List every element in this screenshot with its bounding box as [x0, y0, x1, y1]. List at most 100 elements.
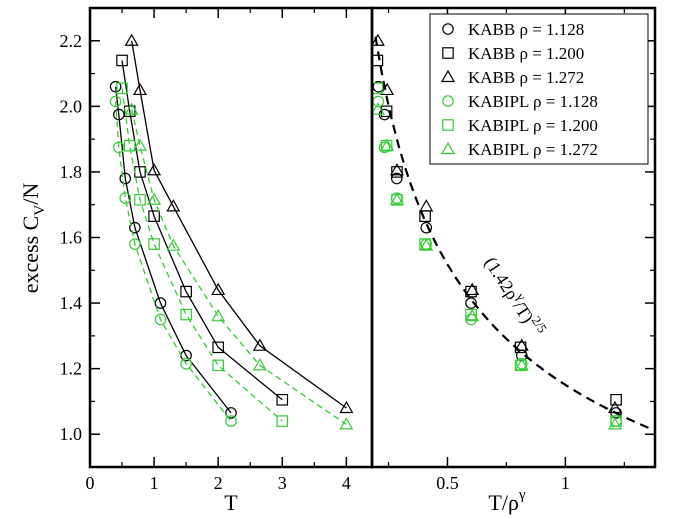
y-tick-label: 2.2 [60, 31, 83, 51]
left-point-kabipl-rho-1-128-6 [225, 415, 237, 427]
left-point-kabipl-rho-1-272-6 [339, 417, 354, 430]
right-ticks-group: 0.5 1 [387, 8, 625, 493]
y-axis-label-sub: V [32, 205, 48, 216]
left-point-kabb-rho-1-128-0 [109, 80, 122, 93]
left-point-kabb-rho-1-272-2 [147, 163, 162, 176]
left-series-line-kabipl-rho-1-272 [131, 109, 347, 425]
left-point-kabb-rho-1-128-6 [225, 407, 237, 419]
right-point-kabipl-rho-1-272-4 [465, 308, 480, 322]
legend-box [429, 13, 649, 165]
right-point-kabb-rho-1-272-3 [419, 199, 434, 212]
left-series-line-kabb-rho-1-272 [131, 40, 347, 409]
right-x-tick-label: 1 [561, 473, 570, 493]
left-point-kabb-rho-1-200-4 [180, 285, 192, 298]
right-point-kabb-rho-1-200-1 [380, 105, 393, 118]
left-series-line-kabb-rho-1-128 [114, 86, 232, 414]
left-point-kabipl-rho-1-128-3 [129, 238, 141, 250]
right-point-kabb-rho-1-272-0 [370, 33, 385, 46]
right-point-kabipl-rho-1-272-5 [514, 358, 529, 371]
right-point-kabb-rho-1-272-5 [514, 338, 529, 351]
right-point-kabipl-rho-1-272-1 [380, 138, 395, 151]
y-tick-label: 1.6 [60, 228, 83, 248]
legend-label-kabipl-rho-1-200: KABIPL ρ = 1.200 [468, 116, 598, 135]
left-point-kabipl-rho-1-200-2 [134, 193, 146, 206]
right-point-kabb-rho-1-272-6 [607, 400, 622, 414]
right-point-kabb-rho-1-128-2 [390, 172, 403, 185]
legend-marker-kabb-rho-1-200 [442, 47, 454, 59]
legend-marker-kabipl-rho-1-200 [442, 119, 454, 131]
y-axis-label-prefix: excess [18, 236, 43, 293]
right-point-kabb-rho-1-128-3 [420, 221, 433, 234]
right-x-axis-label-sup: γ [518, 487, 526, 503]
right-point-kabipl-rho-1-272-2 [389, 192, 405, 205]
right-point-kabipl-rho-1-128-1 [378, 141, 391, 154]
left-point-kabipl-rho-1-200-6 [276, 415, 289, 427]
right-plot-frame [370, 6, 657, 469]
left-x-tick-label: 0 [86, 473, 95, 493]
right-point-kabipl-rho-1-272-0 [370, 102, 385, 115]
right-point-kabb-rho-1-272-2 [389, 163, 405, 176]
left-point-kabb-rho-1-128-4 [154, 297, 167, 309]
left-point-kabipl-rho-1-200-5 [212, 359, 224, 372]
left-point-kabipl-rho-1-200-4 [180, 308, 192, 321]
right-point-kabb-rho-1-272-1 [380, 82, 395, 96]
left-point-kabipl-rho-1-272-0 [124, 102, 139, 115]
left-point-kabb-rho-1-272-0 [124, 33, 139, 46]
right-x-axis-label-main: T/ρ [488, 490, 519, 515]
y-tick-label: 1.8 [60, 162, 83, 182]
y-tick-label: 1.0 [60, 424, 83, 444]
left-x-tick-label: 1 [150, 473, 159, 493]
legend-marker-kabipl-rho-1-272 [440, 141, 456, 155]
right-point-kabb-rho-1-200-2 [391, 166, 403, 178]
y-axis-label-suffix: /N [18, 183, 43, 205]
left-point-kabipl-rho-1-272-2 [147, 192, 162, 205]
left-point-kabb-rho-1-128-2 [119, 172, 132, 185]
left-point-kabb-rho-1-200-5 [212, 341, 224, 354]
left-panel: 0 1 2 3 4 1.0 1.2 1.4 1.6 1.8 2.0 2.2 [60, 6, 655, 493]
right-series-group [370, 33, 656, 432]
legend-label-kabb-rho-1-200: KABB ρ = 1.200 [468, 44, 584, 63]
left-point-kabipl-rho-1-128-0 [109, 95, 122, 108]
left-point-kabb-rho-1-200-0 [116, 54, 128, 67]
left-point-kabb-rho-1-272-4 [211, 282, 226, 296]
left-point-kabipl-rho-1-128-4 [154, 313, 167, 326]
left-point-kabipl-rho-1-272-4 [211, 308, 226, 322]
right-x-axis-label: T/ργ [488, 487, 526, 515]
left-x-tick-label: 4 [342, 473, 351, 493]
left-point-kabipl-rho-1-272-5 [252, 358, 267, 371]
legend: KABB ρ = 1.128 KABB ρ = 1.200 KABB ρ = 1.2… [429, 13, 649, 165]
right-point-kabipl-rho-1-200-6 [610, 415, 622, 427]
legend-marker-kabipl-rho-1-128 [442, 95, 454, 107]
left-point-kabipl-rho-1-200-3 [148, 238, 160, 250]
left-x-tick-label: 2 [214, 473, 223, 493]
left-point-kabb-rho-1-200-6 [276, 393, 289, 406]
right-point-kabb-rho-1-272-4 [465, 282, 480, 296]
legend-label-kabipl-rho-1-272: KABIPL ρ = 1.272 [468, 140, 598, 159]
right-point-kabipl-rho-1-200-4 [465, 308, 477, 321]
left-point-kabipl-rho-1-272-3 [166, 238, 181, 251]
y-tick-label: 1.4 [60, 293, 83, 313]
left-x-axis-label: T [224, 490, 238, 515]
left-point-kabipl-rho-1-200-0 [116, 82, 128, 95]
left-series-group [109, 33, 354, 430]
left-point-kabb-rho-1-272-5 [252, 338, 267, 351]
left-point-kabb-rho-1-272-6 [339, 400, 354, 414]
left-x-tick-label: 3 [278, 473, 287, 493]
right-point-kabb-rho-1-128-4 [465, 297, 477, 309]
left-series-line-kabb-rho-1-200 [121, 60, 283, 401]
y-axis-label-symbol: C [18, 216, 43, 231]
left-point-kabb-rho-1-272-1 [132, 82, 148, 96]
right-point-kabipl-rho-1-200-3 [419, 238, 431, 250]
left-series-line-kabipl-rho-1-128 [114, 101, 232, 422]
legend-label-kabb-rho-1-272: KABB ρ = 1.272 [468, 68, 584, 87]
right-point-kabipl-rho-1-272-3 [419, 238, 434, 251]
legend-label-kabb-rho-1-128: KABB ρ = 1.128 [468, 20, 584, 39]
left-point-kabb-rho-1-128-3 [129, 221, 141, 234]
y-axis-label: excess CV/N [18, 183, 48, 294]
legend-label-kabipl-rho-1-128: KABIPL ρ = 1.128 [468, 92, 598, 111]
left-point-kabipl-rho-1-200-1 [123, 139, 136, 152]
right-x-tick-label: 0.5 [436, 473, 459, 493]
left-point-kabb-rho-1-272-3 [166, 199, 181, 212]
y-tick-label: 1.2 [60, 359, 83, 379]
